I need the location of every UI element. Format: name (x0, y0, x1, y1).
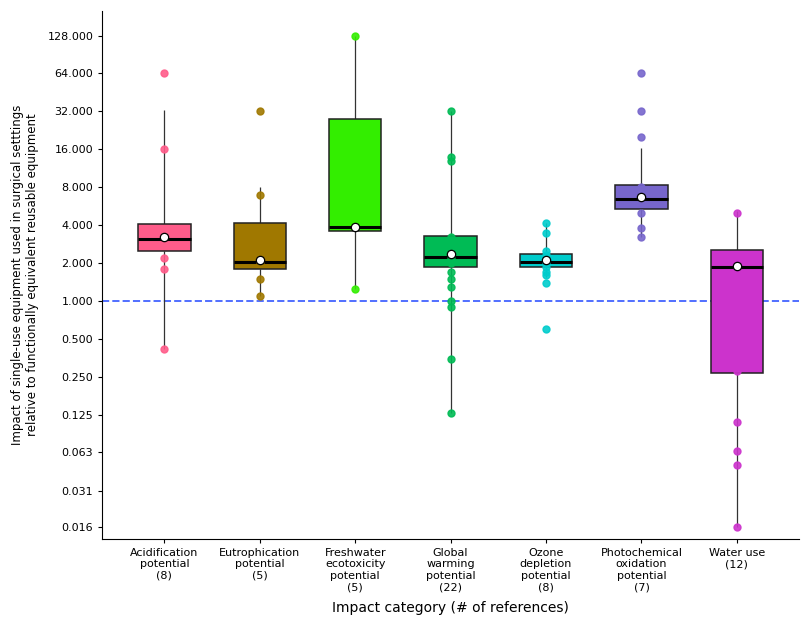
Bar (329, 119, 382, 231)
Bar (139, 224, 190, 251)
Bar (233, 222, 286, 269)
X-axis label: Impact category (# of references): Impact category (# of references) (332, 601, 569, 615)
Bar (424, 236, 477, 267)
Bar (710, 250, 763, 372)
Bar (616, 185, 667, 209)
Y-axis label: Impact of single-use equipment used in surgical setttings
relative to functional: Impact of single-use equipment used in s… (11, 105, 39, 445)
Bar (520, 254, 573, 267)
